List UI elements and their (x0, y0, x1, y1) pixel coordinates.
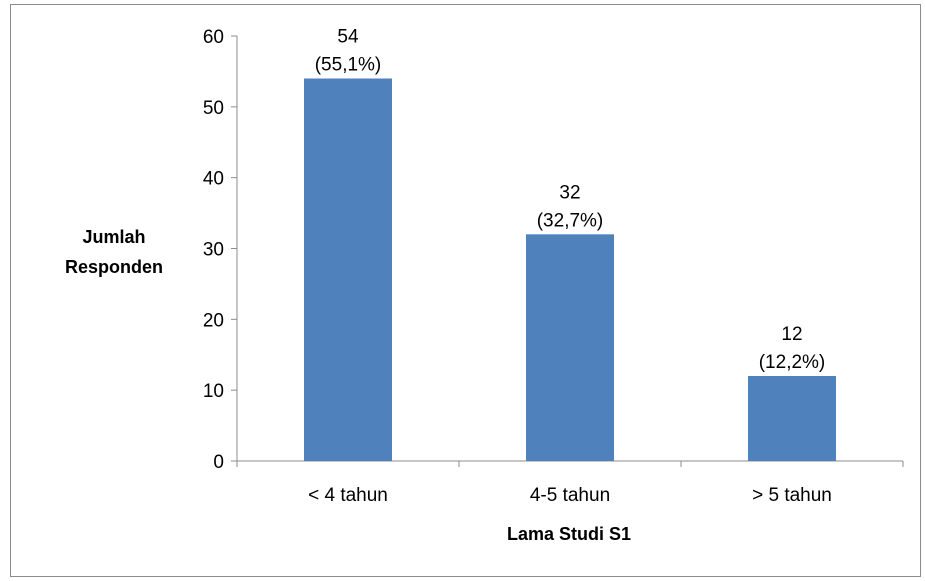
data-label-percent: (12,2%) (759, 352, 826, 373)
x-axis-title: Lama Studi S1 (507, 524, 631, 544)
plot-area: 0 10 20 30 40 50 60 54 (55,1%) < 4 tahun 32 (32,7%)… (203, 27, 904, 506)
x-tick-label: 4-5 tahun (530, 485, 610, 506)
bar (526, 234, 614, 461)
bar (748, 376, 836, 461)
y-tick-label: 30 (203, 240, 224, 261)
y-tick-label: 10 (203, 381, 224, 402)
y-tick-label: 50 (203, 98, 224, 119)
y-axis-title: Jumlah Responden (65, 227, 163, 277)
y-tick-label: 40 (203, 169, 224, 190)
y-tick-label: 0 (213, 452, 224, 473)
data-label-value: 54 (337, 27, 359, 48)
y-tick-label: 60 (203, 27, 224, 48)
data-label-value: 12 (781, 324, 802, 345)
y-axis-title-line-2: Responden (65, 257, 163, 277)
bar (304, 78, 392, 461)
x-tick-label: > 5 tahun (752, 485, 832, 506)
x-tick-label: < 4 tahun (308, 485, 388, 506)
data-label-percent: (55,1%) (315, 55, 382, 76)
y-tick-label: 20 (203, 310, 224, 331)
y-axis-title-line-1: Jumlah (82, 227, 145, 247)
data-label-percent: (32,7%) (537, 210, 604, 231)
data-label-value: 32 (559, 182, 580, 203)
chart-frame (10, 4, 921, 577)
